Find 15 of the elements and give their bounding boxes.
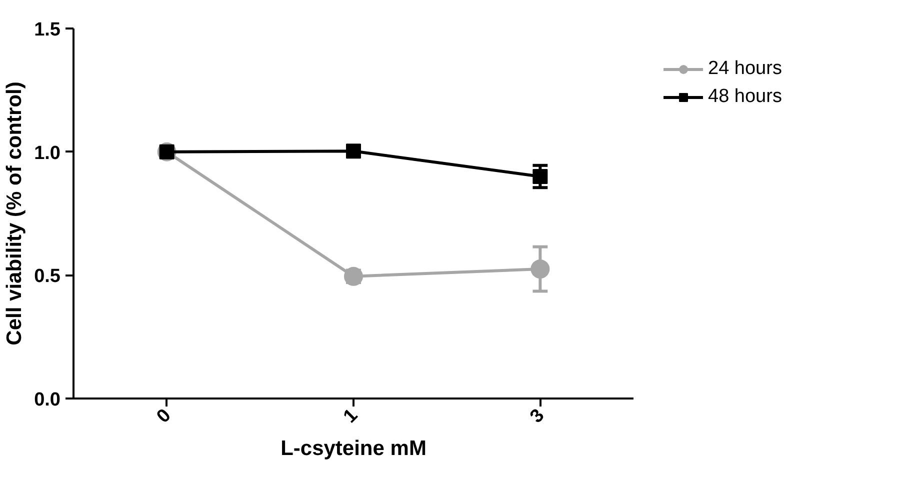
point — [344, 266, 363, 286]
y-tick-label: 0.5 — [34, 266, 61, 288]
legend-label: 24 hours — [708, 58, 782, 80]
legend-label: 48 hours — [708, 86, 782, 108]
y-tick-label: 1.0 — [34, 142, 61, 164]
y-tick-label: 1.5 — [34, 20, 61, 40]
x-axis-title: L-csyteine mM — [280, 436, 426, 460]
x-tick-label: 1 — [340, 404, 362, 428]
point — [346, 144, 361, 159]
y-tick-label: 0.0 — [34, 390, 61, 410]
x-tick-label: 0 — [152, 405, 176, 428]
point — [530, 260, 550, 278]
point — [532, 169, 548, 184]
y-axis-title: Cell viability (% of control) — [3, 82, 26, 346]
x-tick-label: 3 — [526, 405, 549, 428]
